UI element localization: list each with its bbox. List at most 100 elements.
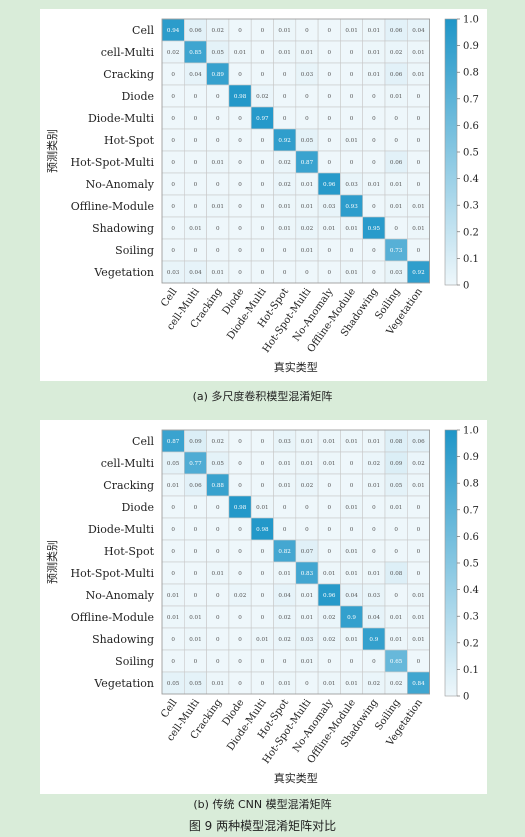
cell-value-label: 0 <box>194 593 198 599</box>
cell-value-label: 0.01 <box>412 615 424 621</box>
cell-value-label: 0 <box>261 659 265 665</box>
cell-value-label: 0 <box>283 270 287 276</box>
cell-value-label: 0 <box>372 527 376 533</box>
cell-value-label: 0.96 <box>323 182 336 188</box>
row-label: Soiling <box>115 244 154 257</box>
cell-value-label: 0 <box>171 226 175 232</box>
cell-value-label: 0.92 <box>412 270 425 276</box>
cell-value-label: 0 <box>417 248 421 254</box>
caption-panel-b: (b) 传统 CNN 模型混淆矩阵 <box>193 798 332 811</box>
cell-value-label: 0 <box>327 72 331 78</box>
cell-value-label: 0.02 <box>323 637 336 643</box>
cell-value-label: 0 <box>372 116 376 122</box>
row-label: cell-Multi <box>101 457 155 470</box>
row-label: Hot-Spot <box>104 545 155 558</box>
cell-value-label: 0 <box>238 270 242 276</box>
cell-value-label: 0.01 <box>167 615 179 621</box>
cell-value-label: 0.08 <box>390 439 403 445</box>
cell-value-label: 0 <box>238 138 242 144</box>
row-label: Cell <box>132 24 154 37</box>
cell-value-label: 0.95 <box>368 226 381 232</box>
cell-value-label: 0 <box>238 28 242 34</box>
cell-value-label: 0.01 <box>345 138 357 144</box>
cell-value-label: 0.03 <box>278 439 291 445</box>
cell-value-label: 0 <box>261 204 265 210</box>
cell-value-label: 0 <box>261 248 265 254</box>
cell-value-label: 0 <box>283 527 287 533</box>
y-axis-title: 预测类别 <box>45 540 59 584</box>
cell-value-label: 0 <box>394 593 398 599</box>
colorbar <box>444 429 458 697</box>
cell-value-label: 0 <box>350 461 354 467</box>
cell-value-label: 0 <box>327 483 331 489</box>
cell-value-label: 0 <box>327 28 331 34</box>
row-label: Cell <box>132 435 154 448</box>
cell-value-label: 0.01 <box>390 204 402 210</box>
cell-value-label: 0.02 <box>256 94 269 100</box>
cell-value-label: 0.93 <box>345 204 358 210</box>
cell-value-label: 0 <box>238 571 242 577</box>
cell-value-label: 0 <box>327 160 331 166</box>
colorbar-tick-label: 0.2 <box>463 227 479 238</box>
cell-value-label: 0.07 <box>301 549 314 555</box>
cell-value-label: 0 <box>305 270 309 276</box>
cell-value-label: 0 <box>171 116 175 122</box>
cell-value-label: 0.01 <box>323 226 335 232</box>
cell-value-label: 0.05 <box>167 461 180 467</box>
cell-value-label: 0.87 <box>167 439 180 445</box>
cell-value-label: 0 <box>216 138 220 144</box>
cell-value-label: 0 <box>238 615 242 621</box>
x-axis-title: 真实类型 <box>274 360 318 374</box>
cell-value-label: 0.02 <box>323 615 336 621</box>
cell-value-label: 0 <box>238 182 242 188</box>
cell-value-label: 0 <box>372 138 376 144</box>
cell-value-label: 0.01 <box>345 571 357 577</box>
cell-value-label: 0.02 <box>234 593 247 599</box>
cell-value-label: 0 <box>261 138 265 144</box>
cell-value-label: 0.05 <box>301 138 314 144</box>
cell-value-label: 0.03 <box>345 182 358 188</box>
cell-value-label: 0.02 <box>301 483 314 489</box>
cell-value-label: 0.94 <box>167 28 180 34</box>
confusion-matrix-cnn: 0.87 0.09 0.02 0 0 0.03 0.01 0.01 0.01 0.01 0.08 0.… <box>45 426 479 786</box>
cell-value-label: 0.01 <box>412 226 424 232</box>
cell-value-label: 0 <box>261 28 265 34</box>
cell-value-label: 0 <box>238 659 242 665</box>
cell-value-label: 0.98 <box>256 527 269 533</box>
cell-value-label: 0.01 <box>345 226 357 232</box>
cell-value-label: 0 <box>171 549 175 555</box>
cell-value-label: 0 <box>216 659 220 665</box>
cell-value-label: 0 <box>171 248 175 254</box>
cell-value-label: 0.03 <box>368 593 381 599</box>
cell-value-label: 0.01 <box>412 637 424 643</box>
row-label: No-Anomaly <box>86 178 155 191</box>
cell-value-label: 0.06 <box>189 483 202 489</box>
cell-value-label: 0 <box>238 439 242 445</box>
row-label: Vegetation <box>93 677 154 690</box>
colorbar-tick-label: 0.9 <box>463 452 479 463</box>
panel-a: 0.94 0.06 0.02 0 0 0.01 0 0 0.01 0.01 0.06 0.04 0.02… <box>40 9 487 381</box>
cell-value-label: 0 <box>283 116 287 122</box>
cell-value-label: 0.01 <box>189 637 201 643</box>
colorbar-tick-label: 0.1 <box>463 665 479 676</box>
cell-value-label: 0.01 <box>368 439 380 445</box>
row-label: Hot-Spot-Multi <box>71 567 155 580</box>
cell-value-label: 0 <box>327 527 331 533</box>
cell-value-label: 0 <box>350 50 354 56</box>
cell-value-label: 0 <box>261 571 265 577</box>
cell-value-label: 0.01 <box>278 204 290 210</box>
cell-value-label: 0.01 <box>212 204 224 210</box>
cell-value-label: 0.01 <box>301 50 313 56</box>
cell-value-label: 0 <box>171 204 175 210</box>
cell-value-label: 0 <box>171 160 175 166</box>
cell-value-label: 0 <box>327 505 331 511</box>
cell-value-label: 0 <box>372 248 376 254</box>
cell-value-label: 0.02 <box>278 637 291 643</box>
cell-value-label: 0 <box>194 94 198 100</box>
cell-value-label: 0.03 <box>301 637 314 643</box>
cell-value-label: 0 <box>327 248 331 254</box>
cell-value-label: 0.04 <box>189 270 202 276</box>
cell-value-label: 0.03 <box>390 270 403 276</box>
cell-value-label: 0.01 <box>301 182 313 188</box>
cell-value-label: 0.01 <box>412 483 424 489</box>
